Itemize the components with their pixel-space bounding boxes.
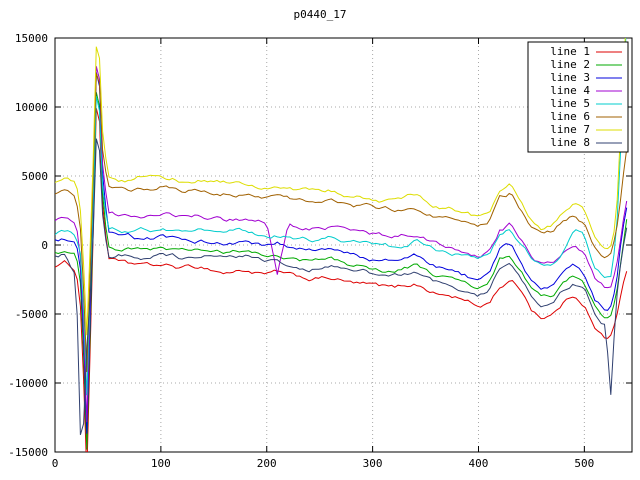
x-tick-label: 500 <box>574 457 594 470</box>
legend-label: line 6 <box>550 110 590 123</box>
legend-label: line 3 <box>550 71 590 84</box>
x-tick-label: 400 <box>469 457 489 470</box>
y-tick-label: 0 <box>41 239 48 252</box>
series-line-7 <box>55 38 626 336</box>
y-tick-label: -5000 <box>15 308 48 321</box>
series-line-1 <box>55 108 628 452</box>
y-tick-label: -10000 <box>8 377 48 390</box>
y-tick-label: 10000 <box>15 101 48 114</box>
series-line-3 <box>55 72 628 434</box>
legend-label: line 1 <box>550 45 590 58</box>
y-tick-label: 5000 <box>22 170 49 183</box>
legend-label: line 2 <box>550 58 590 71</box>
y-tick-label: 15000 <box>15 32 48 45</box>
plot-border <box>54 37 633 453</box>
chart-title: p0440_17 <box>293 8 347 21</box>
x-tick-label: 300 <box>363 457 383 470</box>
legend-label: line 8 <box>550 136 590 149</box>
legend-box <box>527 41 629 153</box>
series-line-4 <box>55 66 628 423</box>
legend-label: line 7 <box>550 123 590 136</box>
x-tick-label: 200 <box>257 457 277 470</box>
y-tick-label: -15000 <box>8 446 48 459</box>
series-line-2 <box>55 92 628 450</box>
series-line-6 <box>55 73 628 373</box>
x-tick-label: 100 <box>151 457 171 470</box>
legend-label: line 5 <box>550 97 590 110</box>
legend-label: line 4 <box>550 84 590 97</box>
x-tick-label: 0 <box>52 457 59 470</box>
series-line-8 <box>55 138 628 435</box>
series-line-5 <box>55 38 627 396</box>
